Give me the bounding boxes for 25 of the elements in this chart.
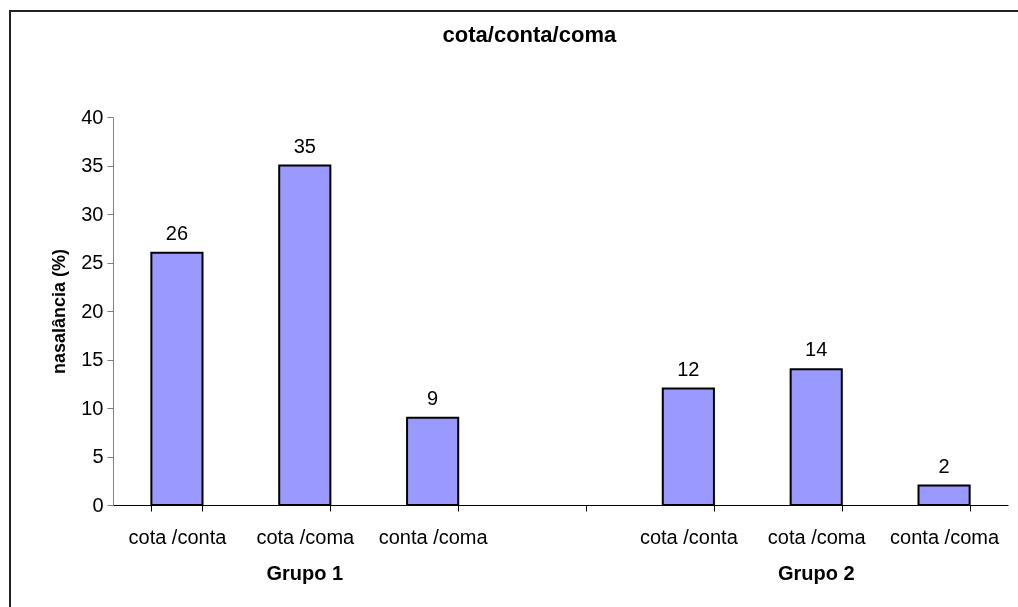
x-tick-label: cota /coma [767,525,867,548]
x-tick-label: conta /coma [378,525,489,548]
y-axis-title: nasalância (%) [49,248,70,375]
chart-title: cota/conta/coma [442,22,617,47]
data-label: 14 [805,338,828,361]
x-tick-label: cota /coma [256,525,356,548]
data-label: 35 [293,134,316,157]
x-tick-label: cota /conta [639,525,739,548]
data-label: 9 [427,386,439,409]
y-tick-label: 0 [92,493,104,516]
y-tick-label: 5 [92,445,104,467]
y-tick-label: 40 [81,105,104,128]
data-label: 2 [938,454,950,477]
y-tick-label: 15 [81,348,104,370]
data-label: 12 [677,357,700,380]
text: Grupo 2 [777,562,855,584]
x-tick-label: conta /coma [890,525,1000,548]
y-tick-label: 20 [81,299,104,322]
text: Grupo 1 [266,562,344,584]
y-tick-label: 35 [81,154,104,176]
y-tick-label: 10 [81,396,104,419]
data-label: 26 [165,221,189,244]
x-tick-label: cota /conta [128,525,228,548]
y-tick-label: 30 [81,202,104,225]
y-tick-label: 25 [81,251,104,273]
